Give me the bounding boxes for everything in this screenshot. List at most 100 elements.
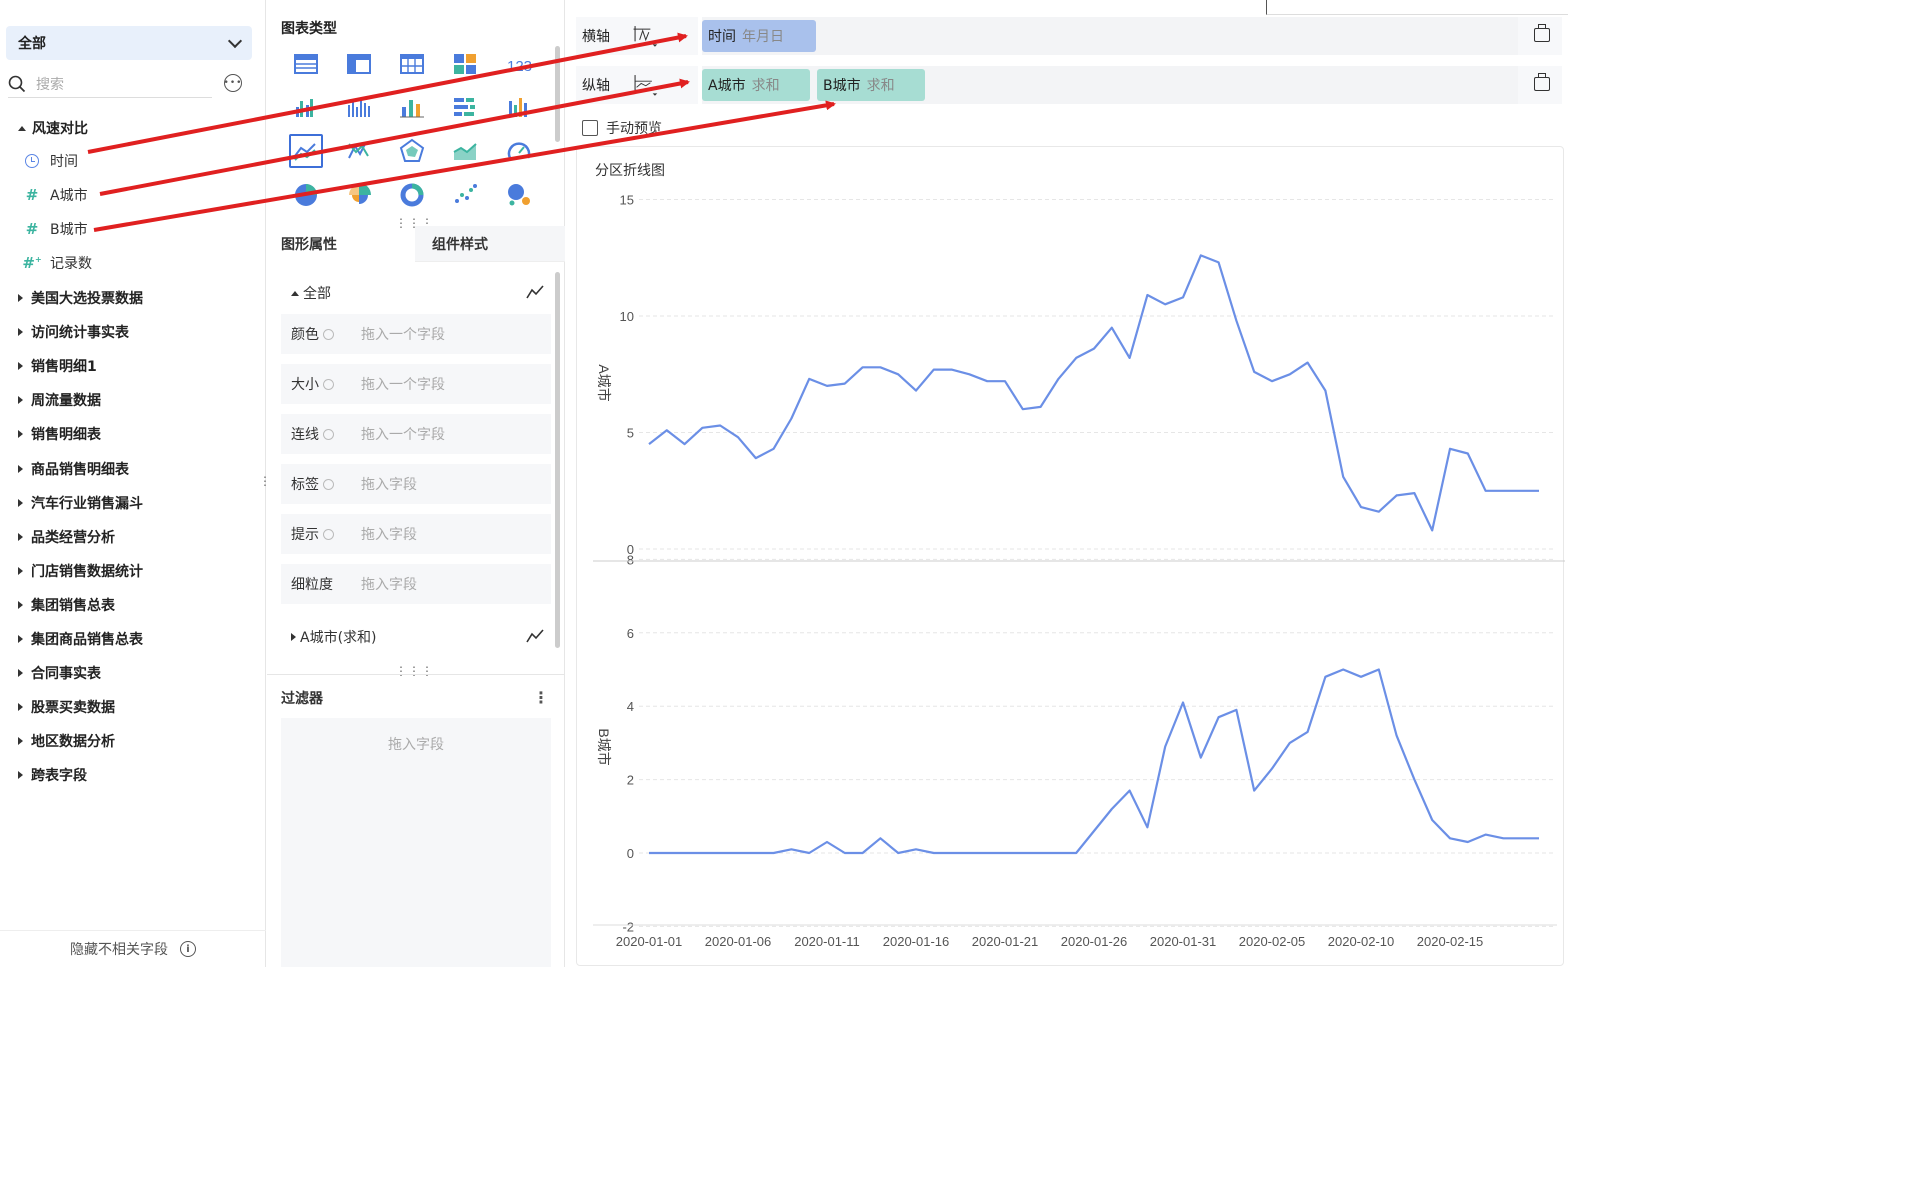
manual-preview-checkbox[interactable]: 手动预览 (582, 118, 662, 138)
field-item-b-city[interactable]: # B城市 (0, 214, 88, 244)
tree-group-open[interactable]: 风速对比 (0, 113, 88, 143)
property-row[interactable]: 标签 拖入字段 (281, 464, 551, 504)
detail-table-icon[interactable] (395, 47, 429, 81)
axis-settings-icon[interactable] (1534, 24, 1550, 42)
scatter-icon[interactable] (448, 178, 482, 212)
gear-icon[interactable] (323, 378, 334, 390)
scrollbar[interactable] (555, 46, 560, 142)
caret-right-icon (18, 294, 23, 302)
donut-icon[interactable] (395, 178, 429, 212)
tree-group-item[interactable]: 集团销售总表 (0, 590, 115, 620)
property-label-wrap: 提示 (291, 524, 361, 544)
area-icon[interactable] (448, 134, 482, 168)
property-label: 标签 (291, 477, 319, 493)
caret-right-icon (18, 669, 23, 678)
crosstab-icon[interactable] (342, 47, 376, 81)
series-section-header[interactable]: A城市(求和) (291, 627, 377, 647)
field-item-time[interactable]: 时间 (0, 146, 78, 176)
y-axis-field-pill-a[interactable]: A城市 求和 (702, 69, 810, 101)
property-placeholder: 拖入字段 (361, 577, 417, 593)
bar-horizontal-icon[interactable] (448, 91, 482, 125)
radar-icon[interactable] (395, 134, 429, 168)
x-axis-icon[interactable] (632, 24, 658, 48)
property-row[interactable]: 连线 拖入一个字段 (281, 414, 551, 454)
property-row[interactable]: 大小 拖入一个字段 (281, 364, 551, 404)
pie-icon[interactable] (289, 178, 323, 212)
gauge-icon[interactable] (502, 134, 536, 168)
scatter-line-icon[interactable] (342, 134, 376, 168)
scrollbar[interactable] (555, 272, 560, 648)
y-tick-label: 15 (620, 193, 634, 208)
gear-icon[interactable] (323, 328, 334, 340)
tree-group-label: 合同事实表 (31, 666, 101, 683)
waterfall-icon[interactable] (502, 91, 536, 125)
tree-group-item[interactable]: 汽车行业销售漏斗 (0, 488, 143, 518)
y-axis-dropzone[interactable]: A城市 求和 B城市 求和 (698, 66, 1518, 104)
tree-group-label: 销售明细1 (31, 359, 97, 376)
pill-field: B城市 (823, 78, 861, 94)
y-tick-label: 0 (627, 542, 634, 557)
rose-pie-icon[interactable] (342, 178, 376, 212)
field-item-record-count[interactable]: #+ 记录数 (0, 248, 92, 278)
line-chart-icon[interactable] (526, 628, 544, 644)
tree-group-item[interactable]: 股票买卖数据 (0, 692, 115, 722)
tree-group-item[interactable]: 商品销售明细表 (0, 454, 129, 484)
tree-group-item[interactable]: 跨表字段 (0, 760, 87, 790)
multi-bar-icon[interactable] (342, 91, 376, 125)
drag-handle-icon[interactable]: ⋮⋮⋮ (395, 664, 434, 678)
dataset-select[interactable]: 全部 (6, 26, 252, 60)
hide-irrelevant-fields[interactable]: 隐藏不相关字段 i (0, 930, 266, 967)
filter-dropzone[interactable]: 拖入字段 (281, 718, 551, 967)
tree-group-label: 周流量数据 (31, 393, 101, 410)
x-axis-field-pill[interactable]: 时间 年月日 (702, 20, 816, 52)
property-placeholder: 拖入一个字段 (361, 427, 445, 443)
caret-right-icon (18, 771, 23, 780)
all-section-header[interactable]: 全部 (291, 283, 331, 303)
property-row[interactable]: 颜色 拖入一个字段 (281, 314, 551, 354)
tree-group-item[interactable]: 合同事实表 (0, 658, 101, 688)
line-chart[interactable]: 分区折线图 0 5 10 15 A城市 -2 0 2 4 6 8 B城市 2020-01-01 2020-0… (577, 147, 1565, 967)
more-options-icon[interactable]: ••• (224, 74, 242, 92)
search-input[interactable]: 搜索 (8, 70, 212, 98)
tree-group-item[interactable]: 销售明细1 (0, 351, 97, 381)
kpi-number-icon[interactable]: 123 (502, 47, 536, 81)
table-icon[interactable] (289, 47, 323, 81)
caret-right-icon (18, 737, 23, 746)
property-row[interactable]: 提示 拖入字段 (281, 514, 551, 554)
gear-icon[interactable] (323, 478, 334, 490)
caret-right-icon (18, 703, 23, 712)
property-row[interactable]: 细粒度 拖入字段 (281, 564, 551, 604)
field-item-a-city[interactable]: # A城市 (0, 180, 88, 210)
tree-group-label: 门店销售数据统计 (31, 563, 143, 580)
y-axis-field-pill-b[interactable]: B城市 求和 (817, 69, 925, 101)
dashboard-icon[interactable] (448, 47, 482, 81)
area-line-icon[interactable] (289, 134, 323, 168)
grouped-bar-icon[interactable] (289, 91, 323, 125)
axis-settings-icon[interactable] (1534, 73, 1550, 91)
tree-group-item[interactable]: 周流量数据 (0, 385, 101, 415)
tree-group-item[interactable]: 品类经营分析 (0, 522, 115, 552)
info-icon[interactable]: i (180, 941, 196, 957)
tree-group-item[interactable]: 访问统计事实表 (0, 317, 129, 347)
checkbox-icon[interactable] (582, 120, 598, 136)
tab-component-style[interactable]: 组件样式 (415, 226, 565, 262)
tree-group-item[interactable]: 销售明细表 (0, 419, 101, 449)
x-axis-row: 横轴 时间 年月日 (576, 17, 1562, 55)
tree-group-item[interactable]: 门店销售数据统计 (0, 556, 143, 586)
bar-icon[interactable] (395, 91, 429, 125)
y-axis-icon[interactable] (632, 73, 658, 97)
line-chart-icon[interactable] (526, 284, 544, 300)
x-tick-label: 2020-01-11 (794, 934, 860, 949)
tree-group-item[interactable]: 美国大选投票数据 (0, 283, 143, 313)
more-vertical-icon[interactable]: ⋮ (533, 688, 549, 707)
x-axis-label: 横轴 (582, 29, 610, 45)
tree-group-item[interactable]: 集团商品销售总表 (0, 624, 143, 654)
tree-group-item[interactable]: 地区数据分析 (0, 726, 115, 756)
field-label: A城市 (50, 188, 88, 204)
x-axis-dropzone[interactable]: 时间 年月日 (698, 17, 1518, 55)
bubble-icon[interactable] (502, 178, 536, 212)
gear-icon[interactable] (323, 528, 334, 540)
gear-icon[interactable] (323, 428, 334, 440)
tab-graph-props[interactable]: 图形属性 (281, 237, 337, 253)
y-tick-label: 6 (627, 626, 634, 641)
